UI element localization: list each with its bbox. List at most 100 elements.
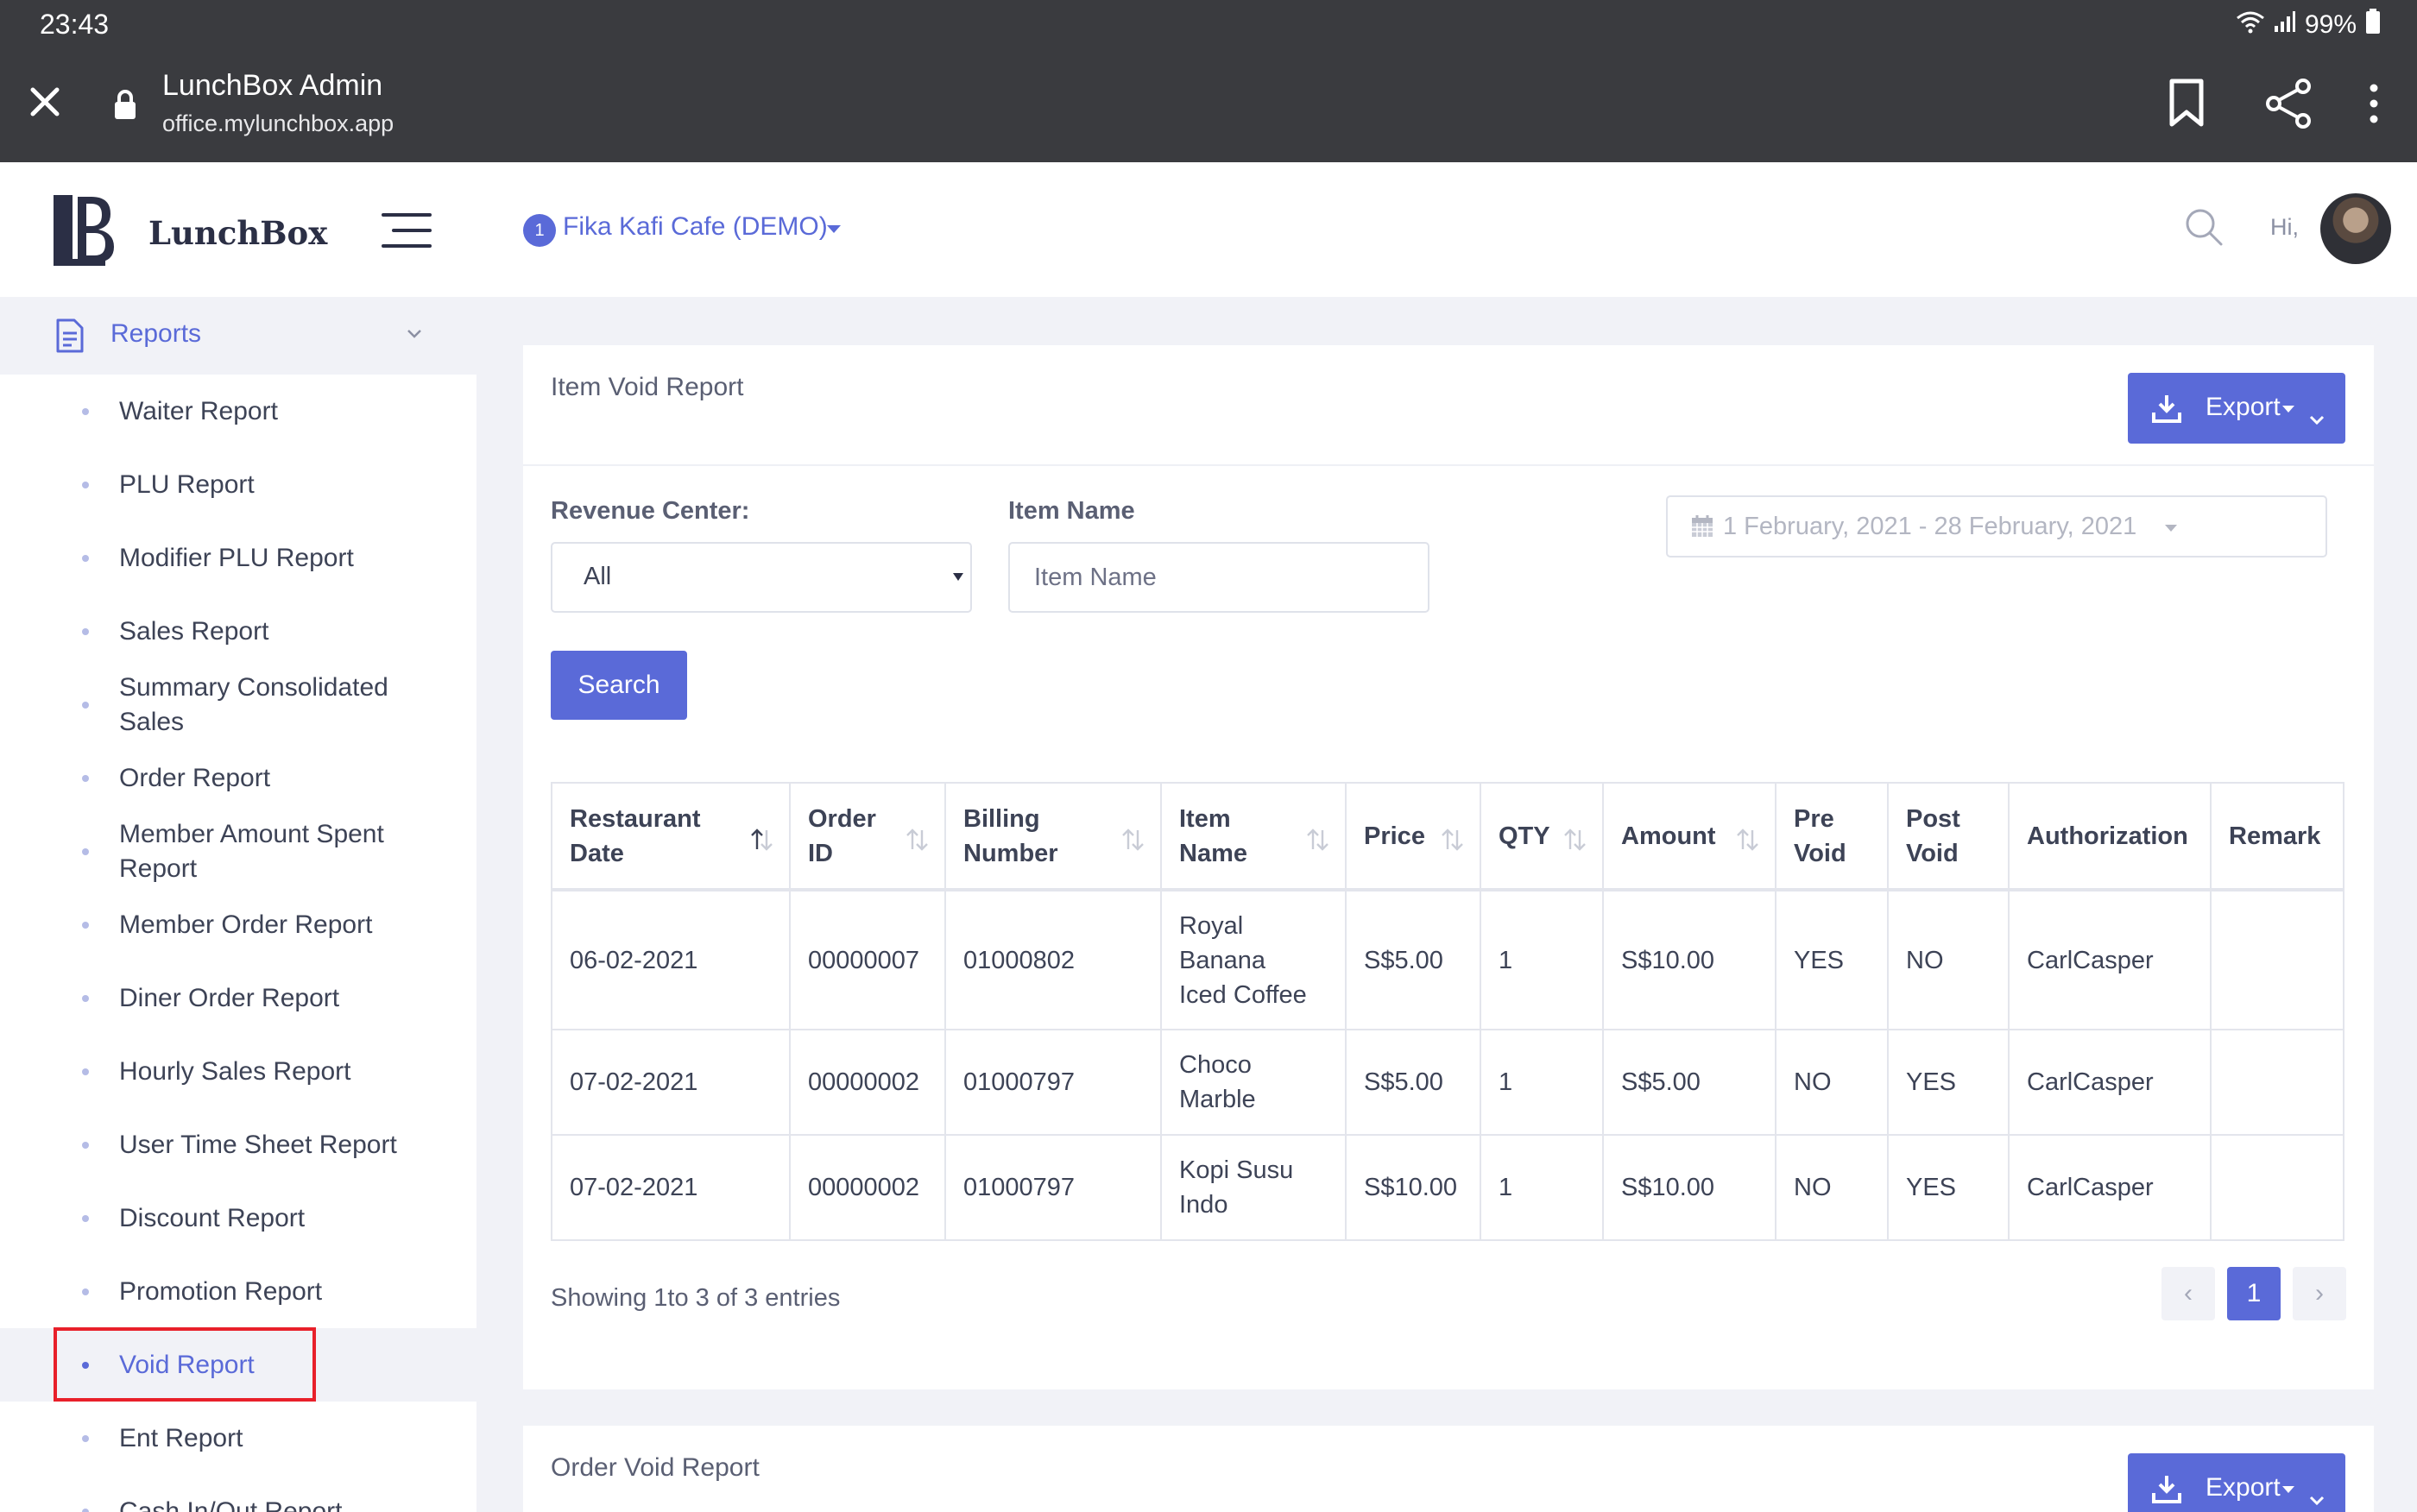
- item-name-input[interactable]: [1008, 542, 1429, 613]
- export-label: Export: [2206, 1473, 2281, 1502]
- search-icon[interactable]: [2184, 207, 2224, 247]
- browser-tab-title: LunchBox Admin: [162, 69, 383, 102]
- sort-icon[interactable]: [1120, 827, 1145, 853]
- bullet-icon: [82, 1141, 89, 1149]
- sidebar-item-hourly-sales-report[interactable]: Hourly Sales Report: [0, 1035, 476, 1108]
- sort-icon[interactable]: [1305, 827, 1329, 853]
- column-label: Restaurant Date: [570, 804, 701, 867]
- sidebar-item-member-order-report[interactable]: Member Order Report: [0, 888, 476, 961]
- column-header-amount[interactable]: Amount: [1602, 782, 1776, 891]
- export-button[interactable]: Export: [2128, 1453, 2345, 1512]
- close-icon[interactable]: [24, 81, 66, 123]
- chevron-down-icon: [2309, 403, 2325, 425]
- sidebar-item-modifier-plu-report[interactable]: Modifier PLU Report: [0, 521, 476, 595]
- sidebar-item-void-report[interactable]: Void Report: [0, 1328, 476, 1402]
- table-row: 06-02-2021 00000007 01000802 Royal Banan…: [551, 889, 2344, 1030]
- sidebar-item-label: Discount Report: [119, 1203, 306, 1232]
- sidebar-item-ent-report[interactable]: Ent Report: [0, 1402, 476, 1475]
- sidebar-item-label: User Time Sheet Report: [119, 1130, 397, 1159]
- sidebar-item-user-time-sheet-report[interactable]: User Time Sheet Report: [0, 1108, 476, 1181]
- table-cell: 01000797: [944, 1029, 1162, 1136]
- sidebar-item-member-amount-spent-report[interactable]: Member Amount Spent Report: [0, 815, 476, 888]
- sidebar-item-label: Member Amount Spent Report: [119, 819, 384, 883]
- sort-asc-icon[interactable]: [749, 827, 773, 853]
- item-void-table: Restaurant Date Order ID Billing Number …: [551, 782, 2344, 1241]
- table-cell: YES: [1887, 1134, 2010, 1241]
- item-name-value: Royal Banana Iced Coffee: [1179, 911, 1307, 1009]
- sort-icon[interactable]: [1562, 827, 1587, 853]
- bookmark-icon[interactable]: [2167, 78, 2206, 129]
- pagination: ‹ 1 ›: [2161, 1267, 2346, 1320]
- revenue-center-value: All: [584, 563, 612, 590]
- hamburger-menu-icon[interactable]: [382, 212, 432, 249]
- site-count-badge: 1: [523, 214, 556, 247]
- table-cell: 07-02-2021: [551, 1134, 791, 1241]
- column-header-billing-number[interactable]: Billing Number: [944, 782, 1162, 891]
- table-cell: Kopi Susu Indo: [1160, 1134, 1347, 1241]
- search-button[interactable]: Search: [551, 651, 687, 720]
- revenue-center-select[interactable]: All: [551, 542, 972, 613]
- bullet-icon: [82, 554, 89, 562]
- more-options-icon[interactable]: [2365, 79, 2382, 128]
- sidebar-item-label: Summary Consolidated Sales: [119, 672, 388, 736]
- item-void-report-card: Item Void Report Export Revenue Center: …: [523, 345, 2374, 1389]
- sidebar-item-label: Ent Report: [119, 1423, 243, 1452]
- sidebar-item-label: Order Report: [119, 763, 271, 792]
- user-greeting: Hi,: [2270, 214, 2299, 240]
- sort-icon[interactable]: [905, 827, 929, 853]
- table-cell: 01000797: [944, 1134, 1162, 1241]
- bullet-icon: [82, 994, 89, 1002]
- table-cell: 00000002: [789, 1134, 946, 1241]
- sidebar-item-order-report[interactable]: Order Report: [0, 741, 476, 815]
- sidebar-item-cash-in-out-report[interactable]: Cash In/Out Report: [0, 1475, 476, 1512]
- table-cell: 07-02-2021: [551, 1029, 791, 1136]
- caret-down-icon[interactable]: [827, 225, 841, 233]
- bullet-icon: [82, 701, 89, 709]
- column-header-qty[interactable]: QTY: [1480, 782, 1604, 891]
- column-label: Amount: [1621, 822, 1716, 850]
- sidebar-item-diner-order-report[interactable]: Diner Order Report: [0, 961, 476, 1035]
- status-time: 23:43: [40, 9, 110, 40]
- site-selector[interactable]: Fika Kafi Cafe (DEMO): [563, 212, 828, 241]
- table-cell: S$5.00: [1602, 1029, 1776, 1136]
- sidebar-item-plu-report[interactable]: PLU Report: [0, 448, 476, 521]
- column-header-order-id[interactable]: Order ID: [789, 782, 946, 891]
- pagination-page-button[interactable]: 1: [2227, 1267, 2281, 1320]
- sort-icon[interactable]: [1440, 827, 1464, 853]
- export-button[interactable]: Export: [2128, 373, 2345, 444]
- column-label: Billing Number: [963, 804, 1058, 867]
- brand-name[interactable]: LunchBox: [148, 214, 328, 252]
- table-cell: S$10.00: [1345, 1134, 1481, 1241]
- item-name-value: Choco Marble: [1179, 1051, 1256, 1113]
- status-bar: 23:43 99%: [0, 0, 2417, 48]
- table-cell: YES: [1887, 1029, 2010, 1136]
- column-header-post-void: Post Void: [1887, 782, 2010, 891]
- avatar[interactable]: [2320, 193, 2391, 264]
- table-cell: CarlCasper: [2008, 1029, 2212, 1136]
- sidebar-item-sales-report[interactable]: Sales Report: [0, 595, 476, 668]
- sidebar-item-waiter-report[interactable]: Waiter Report: [0, 375, 476, 448]
- sidebar-item-label: PLU Report: [119, 469, 255, 499]
- sidebar-section-reports[interactable]: Reports: [0, 297, 476, 375]
- share-icon[interactable]: [2263, 78, 2315, 129]
- pagination-next-button[interactable]: ›: [2293, 1267, 2346, 1320]
- status-icons: 99%: [2236, 9, 2381, 41]
- column-label: QTY: [1499, 822, 1550, 850]
- sort-icon[interactable]: [1735, 827, 1759, 853]
- table-cell: NO: [1775, 1134, 1889, 1241]
- bullet-icon: [82, 481, 89, 488]
- column-header-item-name[interactable]: Item Name: [1160, 782, 1347, 891]
- download-icon: [2152, 394, 2181, 423]
- sidebar-item-summary-consolidated-sales[interactable]: Summary Consolidated Sales: [0, 668, 476, 741]
- browser-url[interactable]: office.mylunchbox.app: [162, 110, 394, 136]
- table-cell: [2210, 889, 2344, 1030]
- pagination-prev-button[interactable]: ‹: [2161, 1267, 2215, 1320]
- bullet-icon: [82, 847, 89, 855]
- table-cell: CarlCasper: [2008, 889, 2212, 1030]
- sidebar-item-discount-report[interactable]: Discount Report: [0, 1181, 476, 1255]
- column-header-price[interactable]: Price: [1345, 782, 1481, 891]
- column-header-restaurant-date[interactable]: Restaurant Date: [551, 782, 791, 891]
- date-range-picker[interactable]: 1 February, 2021 - 28 February, 2021: [1666, 495, 2327, 558]
- sidebar-item-promotion-report[interactable]: Promotion Report: [0, 1255, 476, 1328]
- brand-logo-icon[interactable]: [48, 192, 117, 269]
